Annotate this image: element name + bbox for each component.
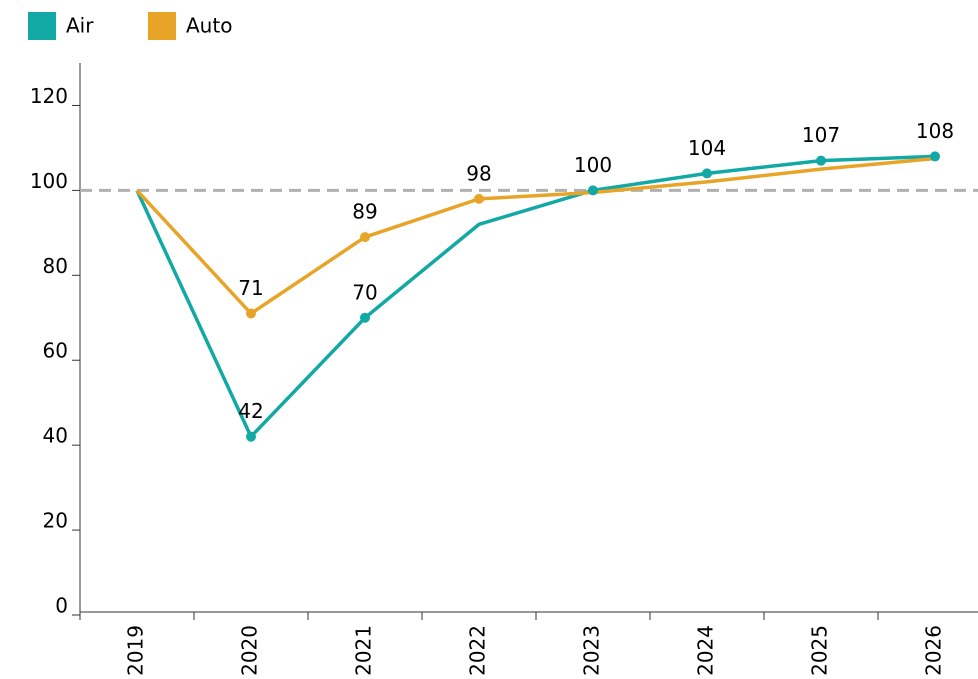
legend-swatch <box>148 12 176 40</box>
series-line <box>135 154 936 440</box>
data-label: 100 <box>574 153 612 177</box>
data-label: 42 <box>238 399 263 423</box>
x-tick-label: 2022 <box>466 625 490 676</box>
point <box>816 155 826 166</box>
point <box>702 168 712 179</box>
point <box>360 232 370 243</box>
x-tick-label: 2025 <box>808 625 832 676</box>
x-tick-label: 2019 <box>124 625 148 676</box>
x-tick-label: 2021 <box>352 625 376 676</box>
point <box>588 185 598 196</box>
y-tick-label: 40 <box>43 424 68 448</box>
series-line <box>135 156 936 316</box>
legend-label: Air <box>66 14 94 38</box>
y-tick-label: 100 <box>30 169 68 193</box>
y-tick-label: 60 <box>43 339 68 363</box>
data-label: 98 <box>466 161 491 185</box>
y-tick-label: 120 <box>30 84 68 108</box>
point <box>930 151 940 162</box>
x-tick-label: 2023 <box>580 625 604 676</box>
data-label: 108 <box>916 119 954 143</box>
data-label: 104 <box>688 136 726 160</box>
data-label: 107 <box>802 123 840 147</box>
point <box>474 193 484 204</box>
legend-swatch <box>28 12 56 40</box>
data-label: 71 <box>238 276 263 300</box>
legend-label: Auto <box>186 14 232 38</box>
point <box>360 312 370 323</box>
point <box>246 431 256 442</box>
y-tick-label: 80 <box>43 254 68 278</box>
y-tick-label: 0 <box>55 594 68 618</box>
point <box>246 308 256 319</box>
data-label: 70 <box>352 280 377 304</box>
x-tick-label: 2026 <box>922 625 946 676</box>
x-tick-label: 2020 <box>238 625 262 676</box>
data-label: 89 <box>352 200 377 224</box>
x-tick-label: 2024 <box>694 625 718 676</box>
y-tick-label: 20 <box>43 509 68 533</box>
